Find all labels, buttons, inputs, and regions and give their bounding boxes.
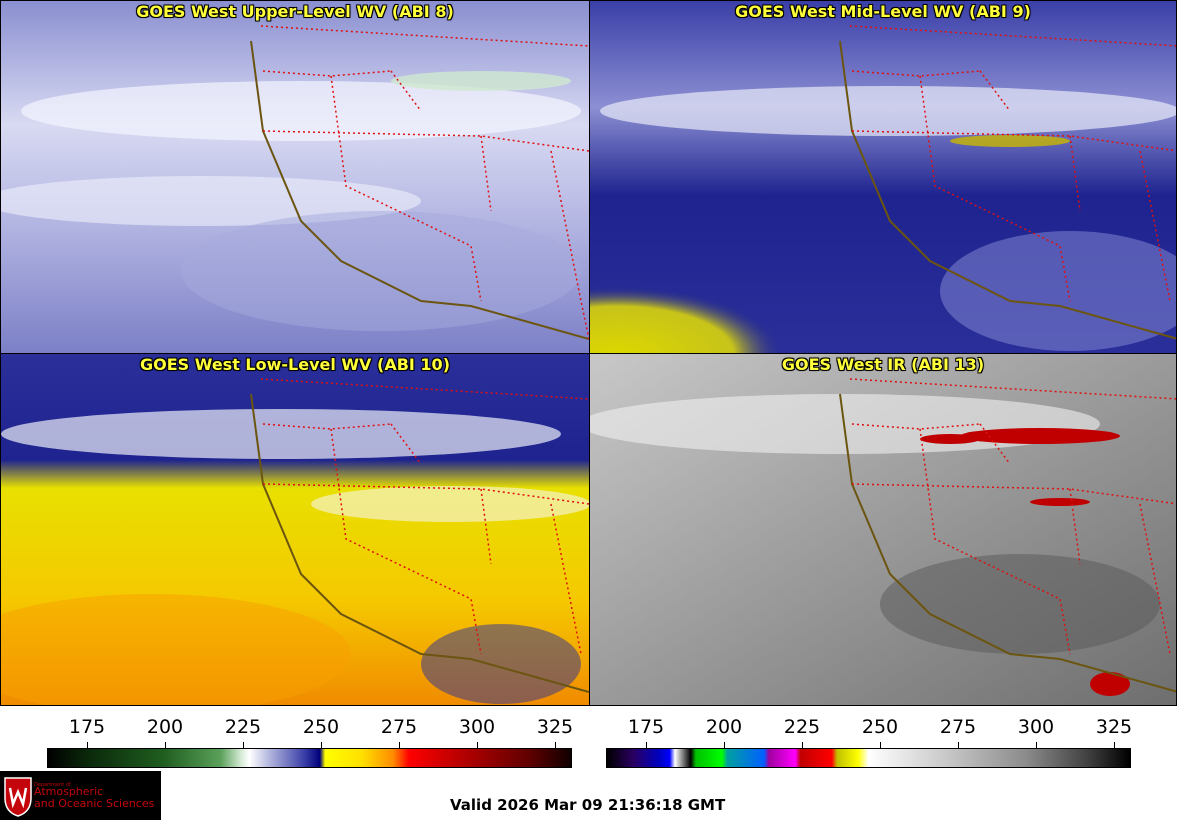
low-level-wv-panel: GOES West Low-Level WV (ABI 10) — [0, 353, 590, 706]
panel-title: GOES West Mid-Level WV (ABI 9) — [735, 2, 1031, 21]
wv-colorbar — [47, 748, 572, 768]
colorbar-tick-label: 300 — [458, 716, 496, 738]
colorbar-tick — [880, 742, 881, 748]
colorbar-tick — [87, 742, 88, 748]
colorbar-tick-label: 250 — [861, 716, 899, 738]
mid-level-wv-panel: GOES West Mid-Level WV (ABI 9) — [589, 0, 1177, 354]
logo-dept-line: Department of — [34, 782, 71, 788]
colorbar-tick-label: 275 — [380, 716, 418, 738]
uw-aos-logo — [0, 771, 161, 820]
logo-name-line1: Atmospheric — [34, 785, 104, 798]
uw-crest-icon — [4, 777, 32, 817]
colorbar-tick — [321, 742, 322, 748]
ir-colorbar — [606, 748, 1131, 768]
low-level-wv-image — [1, 354, 589, 705]
panel-title: GOES West Low-Level WV (ABI 10) — [139, 355, 450, 374]
colorbar-tick — [646, 742, 647, 748]
colorbar-tick — [477, 742, 478, 748]
colorbar-tick-label: 250 — [302, 716, 340, 738]
colorbar-tick — [399, 742, 400, 748]
colorbar-tick-label: 325 — [1095, 716, 1133, 738]
colorbar-tick-label: 200 — [146, 716, 184, 738]
colorbar-tick-label: 225 — [224, 716, 262, 738]
colorbar-tick-label: 275 — [939, 716, 977, 738]
colorbar-tick — [802, 742, 803, 748]
colorbar-tick-label: 325 — [536, 716, 574, 738]
colorbar-tick-label: 300 — [1017, 716, 1055, 738]
colorbar-tick — [555, 742, 556, 748]
colorbar-tick-label: 200 — [705, 716, 743, 738]
colorbar-tick-label: 225 — [783, 716, 821, 738]
colorbar-tick-label: 175 — [627, 716, 665, 738]
mid-level-wv-image — [590, 1, 1176, 353]
colorbar-tick — [724, 742, 725, 748]
upper-level-wv-image — [1, 1, 589, 353]
colorbar-tick — [165, 742, 166, 748]
ir-panel: GOES West IR (ABI 13) — [589, 353, 1177, 706]
panel-title: GOES West Upper-Level WV (ABI 8) — [136, 2, 454, 21]
colorbar-tick — [1036, 742, 1037, 748]
logo-name: Atmospheric and Oceanic Sciences — [34, 786, 154, 810]
panel-title: GOES West IR (ABI 13) — [781, 355, 985, 374]
colorbar-tick — [1114, 742, 1115, 748]
valid-time: Valid 2026 Mar 09 21:36:18 GMT — [450, 796, 726, 814]
colorbar-tick-label: 175 — [68, 716, 106, 738]
logo-name-line2: and Oceanic Sciences — [34, 797, 155, 810]
colorbar-tick — [243, 742, 244, 748]
upper-level-wv-panel: GOES West Upper-Level WV (ABI 8) — [0, 0, 590, 354]
ir-image — [590, 354, 1176, 705]
colorbar-tick — [958, 742, 959, 748]
